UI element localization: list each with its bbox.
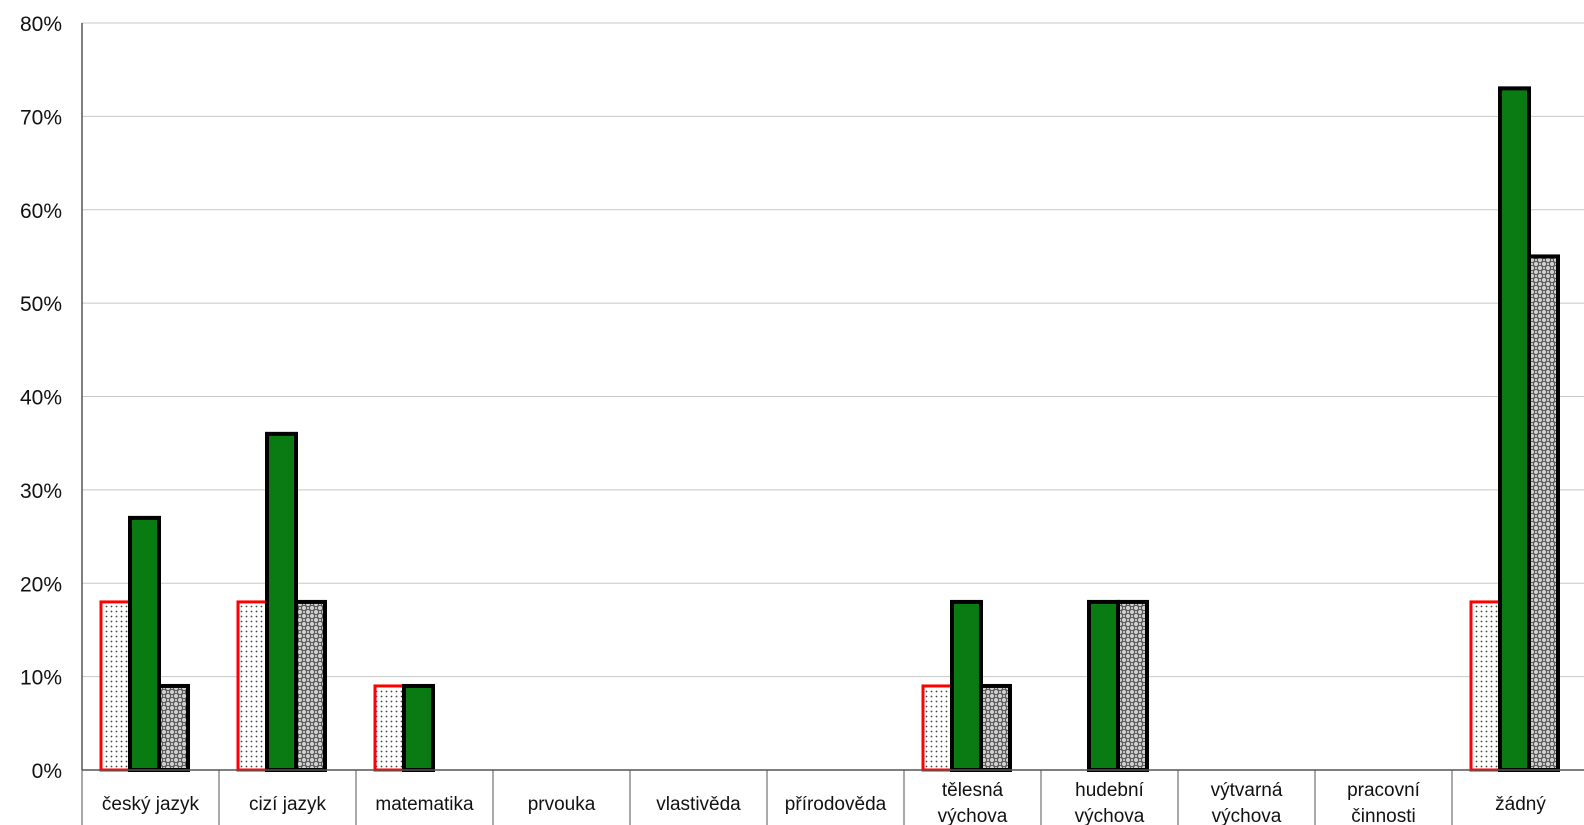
y-tick-labels: 0% 10% 20% 30% 40% 50% 60% 70% 80% [20, 13, 62, 783]
x-category-label: tělesná [942, 780, 1004, 801]
x-category-label: vlastivěda [656, 794, 741, 815]
bar-series-3 [979, 683, 1012, 773]
bar-series-2 [1498, 86, 1531, 773]
bar-series-3 [294, 599, 327, 772]
bar-series-1 [236, 600, 269, 772]
y-tick-label: 60% [20, 200, 62, 223]
x-category-label: výchova [938, 806, 1008, 825]
x-category-label: hudební [1075, 780, 1144, 801]
bar-series-3 [157, 683, 190, 773]
bar-series-3 [1527, 254, 1560, 772]
bar-series-2 [1087, 599, 1120, 772]
y-tick-label: 50% [20, 293, 62, 316]
x-category-label: pracovní [1347, 780, 1421, 801]
bar-series-1 [99, 600, 132, 772]
axes [81, 23, 1584, 825]
x-category-labels: český jazyk cizí jazyk matematika prvouka vl… [102, 780, 1546, 825]
y-tick-label: 80% [20, 13, 62, 36]
x-category-label: výtvarná [1211, 780, 1283, 801]
y-tick-label: 20% [20, 573, 62, 596]
y-tick-label: 10% [20, 667, 62, 690]
x-category-label: činnosti [1351, 806, 1415, 825]
x-category-label: výchova [1075, 806, 1145, 825]
bar-series-2 [265, 431, 298, 772]
bar-series-1 [373, 684, 406, 772]
y-tick-label: 0% [32, 760, 62, 783]
x-category-label: prvouka [528, 794, 596, 815]
x-category-label: matematika [375, 794, 474, 815]
bar-series-2 [402, 683, 435, 773]
bars [99, 86, 1560, 773]
bar-series-3 [1116, 599, 1149, 772]
y-tick-label: 70% [20, 106, 62, 129]
gridlines [82, 22, 1584, 678]
bar-series-1 [921, 684, 954, 772]
bar-series-2 [950, 599, 983, 772]
x-category-label: žádný [1495, 794, 1546, 815]
bar-series-1 [1469, 600, 1502, 772]
y-tick-label: 40% [20, 387, 62, 410]
x-category-label: český jazyk [102, 794, 200, 815]
x-category-label: cizí jazyk [249, 794, 327, 815]
x-category-label: přírodověda [785, 794, 887, 815]
bar-series-2 [128, 515, 161, 773]
y-tick-label: 30% [20, 480, 62, 503]
x-category-label: výchova [1212, 806, 1282, 825]
